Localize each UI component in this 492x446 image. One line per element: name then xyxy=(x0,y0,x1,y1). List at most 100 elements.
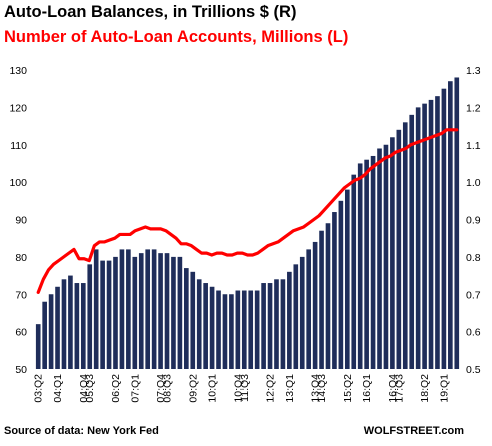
bar xyxy=(113,256,118,370)
left-tick-label: 90 xyxy=(15,215,27,227)
x-tick-label: 17:Q3 xyxy=(393,374,405,403)
right-tick-label: 1.3 xyxy=(466,65,481,77)
x-tick-label: 05:Q3 xyxy=(84,374,96,403)
brand-label: WOLFSTREET.com xyxy=(363,425,464,437)
bar xyxy=(61,279,67,369)
bar xyxy=(357,163,363,369)
bar xyxy=(119,249,125,369)
bar xyxy=(448,81,453,370)
bar xyxy=(274,279,279,369)
x-tick-label: 07:Q4 xyxy=(155,374,167,403)
bar xyxy=(184,268,189,369)
bar xyxy=(344,189,350,369)
left-tick-label: 120 xyxy=(9,102,27,114)
bar xyxy=(402,122,408,369)
bar xyxy=(306,249,311,369)
bar xyxy=(422,103,427,369)
bar xyxy=(55,286,60,369)
bar xyxy=(325,223,331,369)
bar xyxy=(216,290,221,369)
line-series xyxy=(36,128,459,294)
bar xyxy=(151,249,157,369)
bar xyxy=(332,212,337,369)
bar xyxy=(319,230,324,369)
bar xyxy=(254,290,260,369)
chart-title: Auto-Loan Balances, in Trillions $ (R) xyxy=(4,3,297,21)
bar xyxy=(377,148,382,369)
bar xyxy=(261,283,266,369)
bar xyxy=(248,290,254,369)
right-tick-label: 0.8 xyxy=(466,252,481,264)
bar xyxy=(158,253,163,369)
right-tick-label: 0.7 xyxy=(466,289,481,301)
bar xyxy=(74,283,80,369)
left-tick-label: 70 xyxy=(15,289,27,301)
x-tick-label: 13:Q4 xyxy=(310,374,322,403)
bar-series xyxy=(35,77,460,370)
bar xyxy=(235,290,241,369)
bar xyxy=(370,155,376,369)
right-tick-label: 1.2 xyxy=(466,102,481,114)
x-tick-label: 15:Q2 xyxy=(342,374,354,403)
bar xyxy=(409,114,415,369)
bar xyxy=(132,256,138,370)
bar xyxy=(100,260,105,369)
bar xyxy=(48,294,54,369)
x-tick-label: 18:Q2 xyxy=(419,374,431,403)
chart-subtitle: Number of Auto-Loan Accounts, Millions (… xyxy=(4,28,349,46)
bar xyxy=(196,279,202,369)
bar xyxy=(68,275,73,369)
bar xyxy=(171,256,176,370)
bar xyxy=(396,129,402,369)
bar xyxy=(35,324,41,369)
x-tick-label: 16:Q4 xyxy=(387,374,399,403)
bar xyxy=(338,200,344,369)
left-tick-label: 130 xyxy=(9,65,27,77)
bar xyxy=(351,174,357,369)
x-tick-label: 06:Q2 xyxy=(110,374,122,403)
left-tick-label: 100 xyxy=(9,177,27,189)
bar xyxy=(364,159,369,369)
bar xyxy=(229,294,234,369)
bar xyxy=(390,137,395,369)
x-tick-label: 13:Q1 xyxy=(284,374,296,403)
bar xyxy=(164,253,170,369)
right-tick-label: 0.5 xyxy=(466,364,481,376)
x-tick-label: 04:Q4 xyxy=(78,374,90,403)
bar xyxy=(42,301,47,369)
bar xyxy=(267,283,273,369)
bar xyxy=(428,99,434,370)
x-tick-label: 04:Q1 xyxy=(52,374,64,403)
source-note: Source of data: New York Fed xyxy=(4,425,159,437)
right-tick-label: 0.6 xyxy=(466,327,481,339)
x-tick-label: 14:Q3 xyxy=(316,374,328,403)
x-tick-label: 19:Q1 xyxy=(438,374,450,403)
bar xyxy=(293,264,299,369)
bar xyxy=(435,96,440,369)
x-tick-label: 03:Q2 xyxy=(33,374,45,403)
right-axis: 0.5 0.6 0.7 0.8 0.9 1.0 1.1 1.2 1.3 xyxy=(466,65,481,376)
bar xyxy=(145,249,151,369)
right-tick-label: 1.0 xyxy=(466,177,481,189)
left-axis: 50 60 70 80 90 100 110 120 130 xyxy=(9,65,27,376)
x-tick-label: 16:Q1 xyxy=(361,374,373,403)
x-tick-label: 09:Q2 xyxy=(187,374,199,403)
bar xyxy=(299,256,305,370)
bar xyxy=(312,241,318,369)
bar xyxy=(203,283,208,369)
x-tick-label: 08:Q3 xyxy=(162,374,174,403)
x-tick-label: 11:Q3 xyxy=(239,374,251,402)
x-tick-label: 12:Q2 xyxy=(265,374,277,403)
bar xyxy=(415,107,421,369)
right-tick-label: 0.9 xyxy=(466,215,481,227)
bar xyxy=(177,256,183,370)
x-tick-label: 07:Q1 xyxy=(129,374,141,403)
bar xyxy=(241,290,247,369)
bar xyxy=(190,271,196,369)
left-tick-label: 50 xyxy=(15,364,27,376)
right-tick-label: 1.1 xyxy=(466,140,481,152)
bar xyxy=(280,279,286,369)
left-tick-label: 110 xyxy=(10,140,27,152)
